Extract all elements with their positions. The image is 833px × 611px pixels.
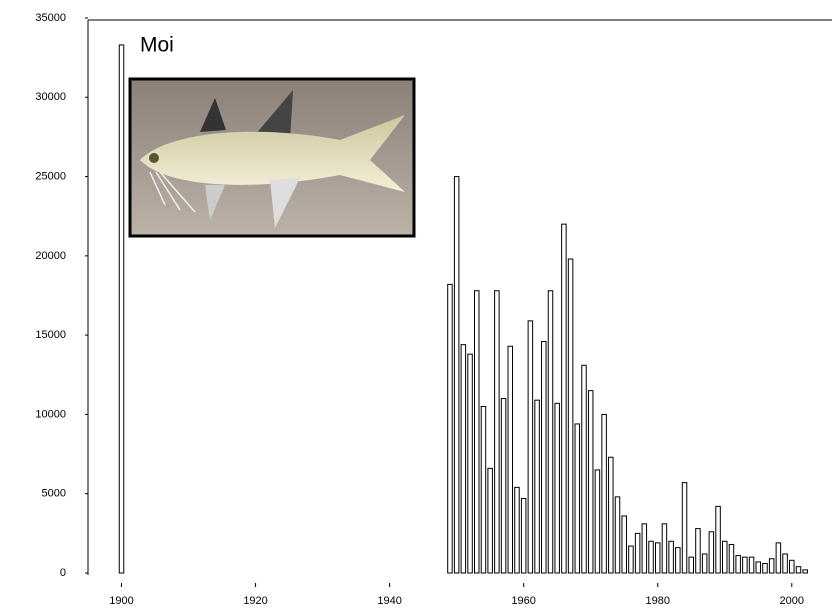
chart-title: Moi xyxy=(140,34,174,57)
bar xyxy=(480,406,487,574)
bar xyxy=(514,486,520,574)
bar xyxy=(775,542,782,574)
fish-photo xyxy=(128,77,416,238)
bar xyxy=(594,469,601,574)
bar xyxy=(447,283,453,574)
bar xyxy=(768,558,775,574)
bar xyxy=(574,423,581,574)
bar xyxy=(118,44,125,574)
bar xyxy=(789,559,795,574)
bar xyxy=(487,467,493,574)
bar xyxy=(628,545,634,574)
bar xyxy=(601,413,607,574)
bar xyxy=(527,320,534,574)
x-tick-label: 2000 xyxy=(780,595,804,607)
bar xyxy=(681,482,688,574)
x-tick-label: 1940 xyxy=(377,595,401,607)
bar xyxy=(755,561,762,574)
bar xyxy=(701,553,708,574)
bar xyxy=(695,528,701,574)
x-tick-label: 1920 xyxy=(243,595,267,607)
bar xyxy=(728,543,735,574)
bar xyxy=(614,496,621,574)
bar xyxy=(762,562,768,574)
bar xyxy=(742,556,748,574)
y-tick-label: 20000 xyxy=(35,250,66,262)
y-tick-label: 25000 xyxy=(35,170,66,182)
bar xyxy=(534,399,540,574)
bar xyxy=(735,555,741,574)
bar xyxy=(507,345,514,574)
bar xyxy=(460,344,467,574)
y-tick-label: 10000 xyxy=(35,408,66,420)
bar xyxy=(581,364,587,574)
y-tick-label: 15000 xyxy=(35,329,66,341)
bar xyxy=(587,390,594,574)
bar xyxy=(641,523,648,574)
bar xyxy=(661,523,668,574)
y-tick-label: 5000 xyxy=(42,488,66,500)
bar xyxy=(567,258,574,574)
bar xyxy=(802,569,808,574)
bar xyxy=(795,566,802,574)
y-tick-label: 35000 xyxy=(35,12,66,24)
bar xyxy=(715,505,721,574)
bar xyxy=(675,547,681,574)
bar xyxy=(474,290,480,574)
bar xyxy=(547,290,554,574)
y-tick-label: 0 xyxy=(60,567,66,579)
bar xyxy=(782,553,788,574)
bar xyxy=(654,542,661,574)
bar xyxy=(634,532,641,574)
bar xyxy=(648,540,654,574)
bar xyxy=(467,353,473,574)
bar xyxy=(541,340,547,574)
x-tick-label: 1980 xyxy=(645,595,669,607)
bar xyxy=(500,398,507,574)
bar xyxy=(520,497,527,574)
bar xyxy=(561,223,567,574)
bar xyxy=(668,540,674,574)
x-tick-label: 1960 xyxy=(511,595,535,607)
bar xyxy=(708,531,715,574)
plot-frame xyxy=(87,19,832,575)
bar xyxy=(608,456,614,574)
bar xyxy=(688,556,694,574)
bar xyxy=(748,556,755,574)
y-tick-label: 30000 xyxy=(35,91,66,103)
bar xyxy=(722,540,728,574)
bar xyxy=(554,402,560,574)
bar xyxy=(453,176,460,574)
bar xyxy=(621,515,627,574)
x-tick-label: 1900 xyxy=(109,595,133,607)
bar xyxy=(494,290,500,574)
